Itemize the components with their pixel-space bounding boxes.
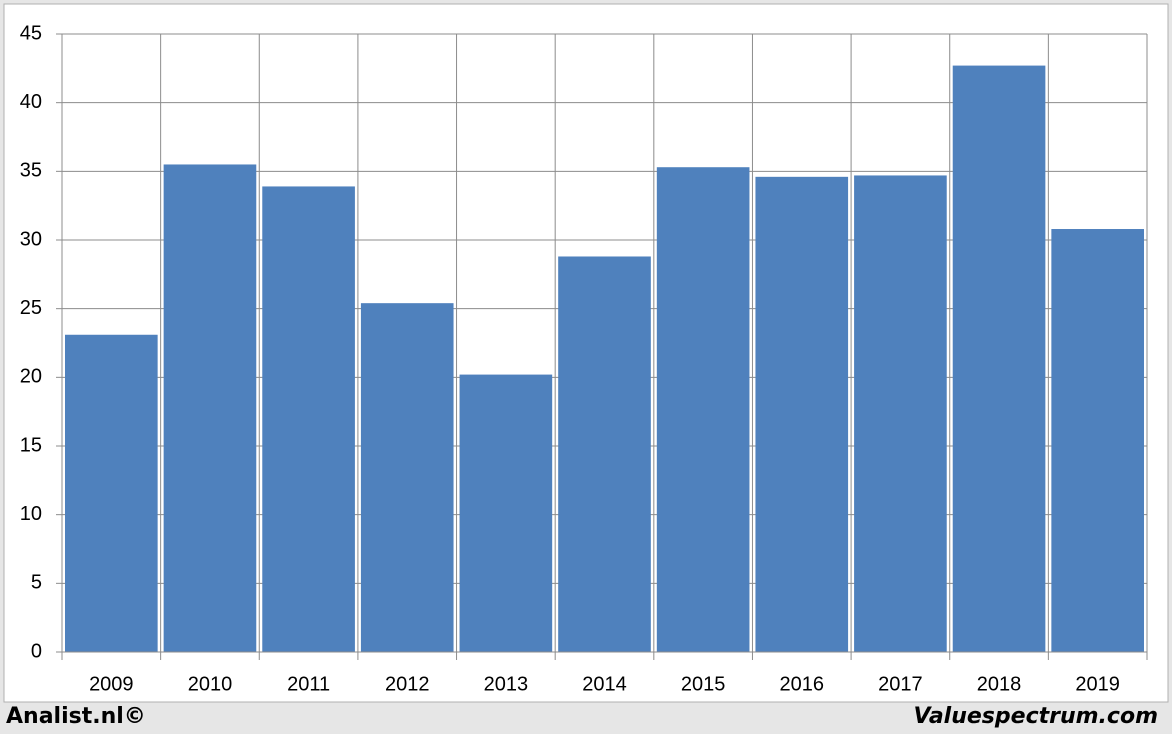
bar <box>65 334 158 652</box>
y-tick-label: 45 <box>20 22 42 44</box>
bar <box>1051 229 1144 652</box>
y-tick-label: 15 <box>20 434 42 456</box>
y-tick-label: 25 <box>20 297 42 319</box>
bar <box>656 167 750 653</box>
bar <box>854 175 947 652</box>
bar <box>558 256 651 652</box>
bar <box>262 186 355 652</box>
y-tick-label: 30 <box>20 228 42 250</box>
x-tick-label: 2019 <box>1075 673 1120 695</box>
x-tick-label: 2010 <box>188 673 233 695</box>
y-tick-label: 10 <box>20 503 42 525</box>
bar <box>163 164 257 652</box>
y-tick-label: 5 <box>31 572 42 594</box>
bar <box>755 176 849 652</box>
x-tick-label: 2016 <box>780 673 825 695</box>
x-tick-label: 2018 <box>977 673 1022 695</box>
bar <box>952 65 1046 652</box>
bar <box>459 374 553 652</box>
y-tick-label: 20 <box>20 366 42 388</box>
footer-left: Analist.nl© <box>6 704 146 729</box>
footer-right: Valuespectrum.com <box>914 704 1158 729</box>
y-tick-label: 0 <box>31 640 42 662</box>
x-tick-label: 2015 <box>681 673 726 695</box>
y-tick-label: 35 <box>20 160 42 182</box>
x-tick-label: 2009 <box>89 673 134 695</box>
x-tick-label: 2013 <box>484 673 529 695</box>
x-tick-label: 2012 <box>385 673 430 695</box>
bar <box>360 303 454 652</box>
y-tick-label: 40 <box>20 91 42 113</box>
x-tick-label: 2014 <box>582 673 627 695</box>
x-tick-label: 2017 <box>878 673 923 695</box>
x-tick-label: 2011 <box>287 673 330 695</box>
